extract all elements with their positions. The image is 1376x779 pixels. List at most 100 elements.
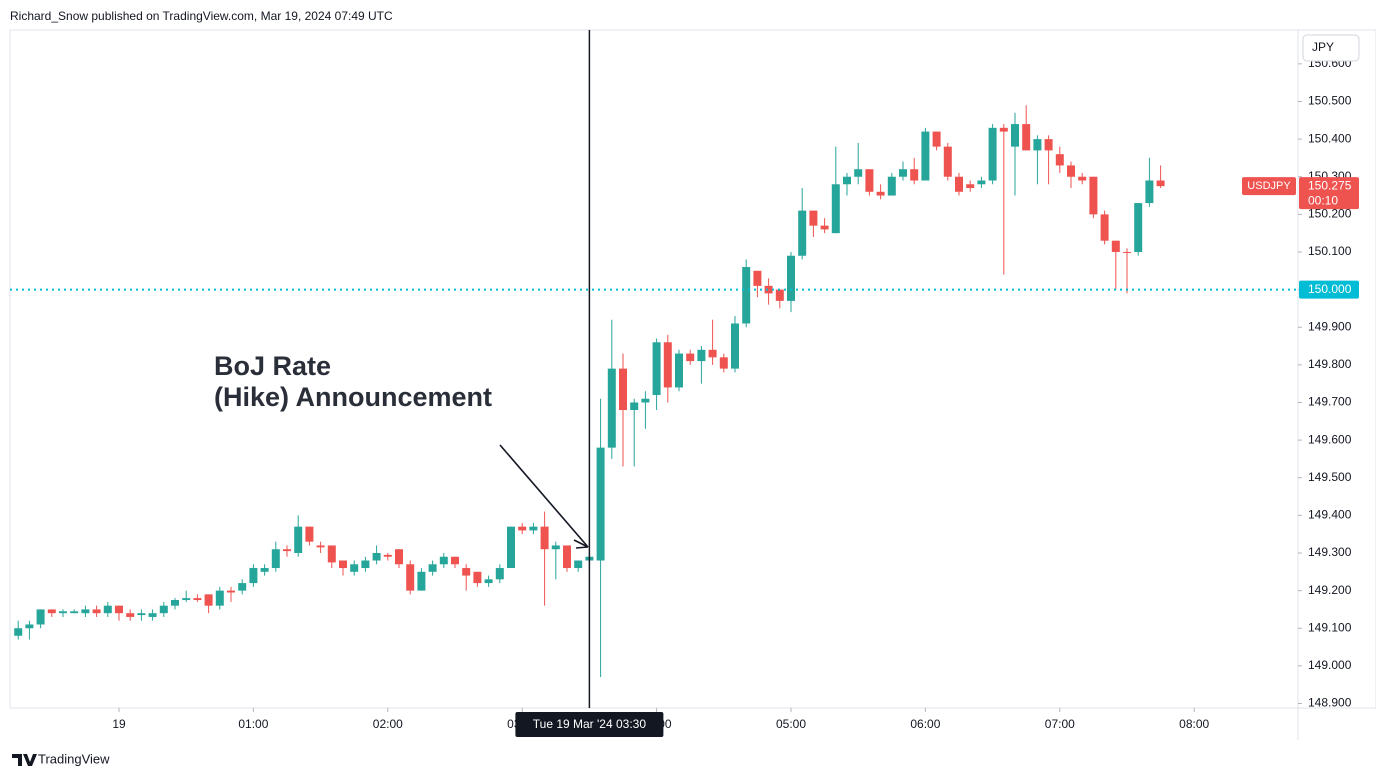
candle-body <box>126 613 135 617</box>
crosshair-tag <box>515 712 664 737</box>
crosshair-label: Tue 19 Mar '24 03:30 <box>533 717 647 731</box>
candle-body <box>764 285 773 294</box>
y-tick-label: 149.400 <box>1308 508 1352 522</box>
candle-body <box>92 609 101 614</box>
y-tick-label: 149.500 <box>1308 470 1352 484</box>
candle-body <box>999 127 1008 132</box>
candle-body <box>294 526 303 553</box>
candle-body <box>1055 154 1064 166</box>
candle-body <box>932 131 941 147</box>
y-tick-label: 149.900 <box>1308 319 1352 333</box>
y-tick-label: 150.100 <box>1308 244 1352 258</box>
y-tick-label: 149.800 <box>1308 357 1352 371</box>
candle-body <box>115 605 123 614</box>
candle-body <box>316 545 325 548</box>
currency-label: JPY <box>1312 40 1334 54</box>
candle-body <box>1100 214 1109 241</box>
candle-body <box>619 368 627 411</box>
candle-body <box>753 270 762 286</box>
candle-body <box>809 210 818 226</box>
candle-body <box>607 368 616 448</box>
y-tick-label: 150.400 <box>1308 131 1352 145</box>
candle-body <box>518 526 527 531</box>
candle-body <box>249 568 258 584</box>
candle-body <box>473 571 482 584</box>
candle-body <box>182 598 191 601</box>
candle-body <box>238 583 247 591</box>
y-tick-label: 148.900 <box>1308 696 1352 710</box>
candle-body <box>675 353 683 388</box>
candle-body <box>227 590 235 593</box>
candle-body <box>630 402 639 411</box>
x-tick-label: 01:00 <box>238 717 268 731</box>
candle-body <box>495 568 504 580</box>
candle-body <box>171 600 179 606</box>
candle-body <box>1123 251 1131 253</box>
candle-body <box>283 549 291 552</box>
candle-body <box>36 609 45 625</box>
countdown-label: 00:10 <box>1308 193 1338 207</box>
currency-button[interactable] <box>1302 34 1360 62</box>
candle-body <box>271 549 280 569</box>
candle-body <box>439 556 448 565</box>
candle-body <box>383 554 392 557</box>
x-tick-label: 05:00 <box>776 717 806 731</box>
candle-body <box>372 552 381 561</box>
arrow-head <box>573 539 589 549</box>
candle-body <box>574 560 583 569</box>
y-tick-label: 149.600 <box>1308 432 1352 446</box>
candle-body <box>417 571 426 591</box>
overlay: BoJ Rate (Hike) Announcement 150.000 Tue … <box>10 30 1359 737</box>
annotation-line: (Hike) Announcement <box>214 382 492 412</box>
candle-body <box>462 568 471 576</box>
candle-body <box>339 560 347 569</box>
candle-body <box>854 169 863 177</box>
candle-body <box>988 127 997 181</box>
candle-body <box>966 184 975 189</box>
candle-body <box>137 613 146 616</box>
candle-body <box>787 255 795 301</box>
candle-body <box>14 628 23 636</box>
candle-body <box>865 169 874 192</box>
candle-body <box>81 609 90 614</box>
candle-body <box>215 590 224 606</box>
candle-body <box>921 131 930 181</box>
symbol-tag <box>1242 177 1296 196</box>
x-tick-label: 02:00 <box>373 717 403 731</box>
y-tick-label: 149.700 <box>1308 395 1352 409</box>
candle-body <box>451 556 459 565</box>
candle-body <box>731 323 739 369</box>
candle-body <box>652 342 661 395</box>
candle-body <box>59 611 67 614</box>
candle-body <box>193 598 202 601</box>
y-tick-label: 149.100 <box>1308 620 1352 634</box>
y-tick-label: 150.200 <box>1308 207 1352 221</box>
candle-body <box>955 176 963 192</box>
candle-body <box>775 289 784 301</box>
candle-body <box>899 169 907 177</box>
candle-body <box>361 560 370 569</box>
candle-body <box>507 526 515 569</box>
candle-body <box>719 357 728 369</box>
candle-body <box>103 605 112 614</box>
x-tick-label: 08:00 <box>1179 717 1209 731</box>
brand-name: TradingView <box>38 751 110 766</box>
candle-body <box>887 176 896 196</box>
x-tick-label: 19 <box>112 717 126 731</box>
candle-body <box>843 176 851 185</box>
candle-body <box>484 579 493 584</box>
candle-body <box>831 184 840 234</box>
candle-body <box>742 267 751 324</box>
candle-body <box>406 564 415 591</box>
candle-body <box>350 564 359 572</box>
candle-body <box>1111 240 1120 252</box>
header: Richard_Snow published on TradingView.co… <box>10 9 393 23</box>
brand-logo: TradingView <box>12 751 110 766</box>
candle-body <box>686 353 695 362</box>
candle-body <box>260 568 269 572</box>
candle-body <box>1089 176 1098 215</box>
candle-body <box>1044 139 1053 151</box>
y-tick-label: 149.000 <box>1308 658 1352 672</box>
